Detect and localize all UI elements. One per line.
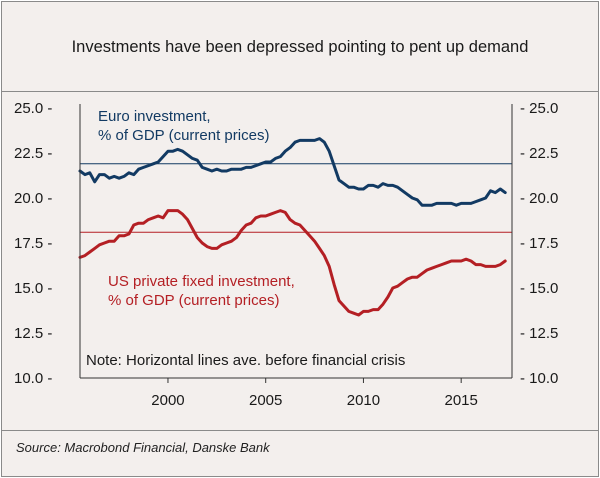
y-tick-label-right: - 20.0 <box>520 190 558 207</box>
y-tick-label-right: - 10.0 <box>520 370 558 387</box>
y-tick-label-right: - 12.5 <box>520 325 558 342</box>
x-tick-label: 2000 <box>151 392 184 409</box>
euro-investment-series-line <box>78 137 507 207</box>
source-divider <box>2 430 598 431</box>
us-series-label-line-1: US private fixed investment, <box>108 273 295 290</box>
y-tick-label-left: 10.0 - <box>14 370 52 387</box>
euro-series-label-line-1: Euro investment, <box>98 108 211 125</box>
y-tick-label-left: 20.0 - <box>14 190 52 207</box>
y-tick-label-right: - 17.5 <box>520 235 558 252</box>
y-tick-label-left: 22.5 - <box>14 145 52 162</box>
y-tick-label-right: - 22.5 <box>520 145 558 162</box>
y-tick-label-left: 12.5 - <box>14 325 52 342</box>
y-tick-label-left: 25.0 - <box>14 100 52 117</box>
title-divider <box>2 91 598 92</box>
y-tick-label-left: 17.5 - <box>14 235 52 252</box>
line-chart: 10.0 - - 10.0 12.5 - - 12.5 15.0 - - 15.0 17.5… <box>14 100 558 409</box>
x-tick-label: 2015 <box>444 392 477 409</box>
y-tick-label-right: - 15.0 <box>520 280 558 297</box>
annotation-note: Note: Horizontal lines ave. before finan… <box>86 352 405 369</box>
source-note: Source: Macrobond Financial, Danske Bank <box>16 440 270 455</box>
y-tick-label-left: 15.0 - <box>14 280 52 297</box>
chart-title: Investments have been depressed pointing… <box>71 37 529 56</box>
y-tick-label-right: - 25.0 <box>520 100 558 117</box>
euro-series-label-line-2: % of GDP (current prices) <box>98 127 269 144</box>
us-investment-series-line <box>78 209 507 317</box>
us-series-label-line-2: % of GDP (current prices) <box>108 292 279 309</box>
x-tick-label: 2005 <box>249 392 282 409</box>
x-tick-label: 2010 <box>347 392 380 409</box>
